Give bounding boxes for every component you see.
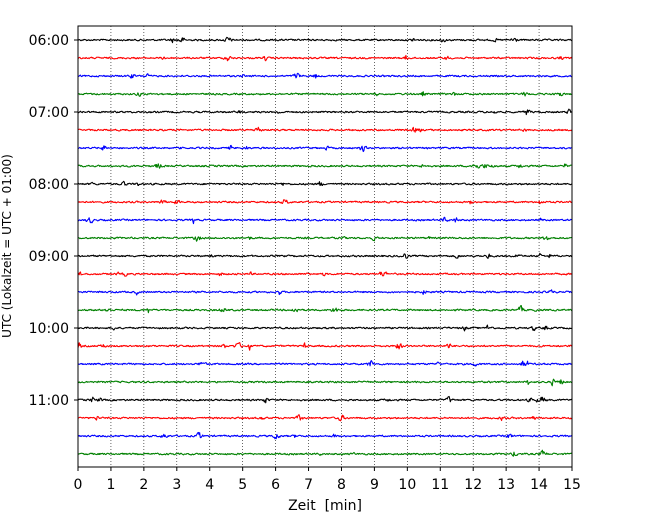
x-tick-label: 6 xyxy=(271,477,280,493)
seismic-trace xyxy=(77,271,573,277)
y-tick-label: 07:00 xyxy=(29,105,69,121)
x-tick-label: 11 xyxy=(431,477,449,493)
seismic-trace xyxy=(77,252,573,259)
seismic-trace xyxy=(77,199,573,205)
x-tick-label: 13 xyxy=(497,477,515,493)
x-tick-label: 5 xyxy=(238,477,247,493)
seismic-trace xyxy=(77,360,573,367)
seismic-trace xyxy=(77,126,573,133)
seismic-trace xyxy=(77,378,573,387)
seismic-trace xyxy=(77,216,573,225)
x-tick-label: 2 xyxy=(139,477,148,493)
y-tick-label: 06:00 xyxy=(29,33,69,49)
plot-frame xyxy=(77,25,573,468)
x-tick-label: 0 xyxy=(74,477,83,493)
seismic-trace xyxy=(77,449,573,457)
x-tick-label: 14 xyxy=(530,477,548,493)
seismic-trace xyxy=(77,54,573,62)
y-axis: 06:00 07:00 08:00 09:00 10:00 11:00 xyxy=(29,33,78,409)
x-axis: 0 1 2 3 4 5 6 7 8 9 10 11 12 13 14 15 xyxy=(74,467,581,493)
x-tick-label: 9 xyxy=(370,477,379,493)
x-tick-label: 4 xyxy=(205,477,214,493)
seismic-trace xyxy=(77,324,573,332)
y-tick-label: 10:00 xyxy=(29,321,69,337)
y-tick-label: 09:00 xyxy=(29,249,69,265)
seismic-trace xyxy=(77,91,573,97)
seismic-trace xyxy=(77,72,573,79)
y-tick-label: 08:00 xyxy=(29,177,69,193)
x-tick-label: 10 xyxy=(398,477,416,493)
seismic-trace xyxy=(77,431,573,440)
x-tick-label: 15 xyxy=(563,477,581,493)
seismic-trace xyxy=(77,36,573,44)
x-tick-label: 1 xyxy=(106,477,115,493)
seismic-trace xyxy=(77,144,572,153)
seismic-trace xyxy=(77,305,573,314)
x-tick-label: 8 xyxy=(337,477,346,493)
seismic-trace xyxy=(77,395,573,404)
x-tick-label: 3 xyxy=(172,477,181,493)
seismic-trace xyxy=(77,235,573,242)
x-tick-label: 12 xyxy=(464,477,482,493)
seismic-trace xyxy=(77,289,573,296)
seismic-trace xyxy=(77,163,573,169)
x-axis-title: Zeit [min] xyxy=(288,498,362,514)
seismic-trace xyxy=(77,414,573,422)
seismic-trace xyxy=(77,108,573,116)
seismic-trace xyxy=(77,342,573,351)
seismic-trace xyxy=(77,180,573,187)
y-tick-label: 11:00 xyxy=(29,393,69,409)
x-tick-label: 7 xyxy=(304,477,313,493)
trace-layer xyxy=(77,36,573,457)
y-axis-title: UTC (Lokalzeit = UTC + 01:00) xyxy=(0,154,14,338)
